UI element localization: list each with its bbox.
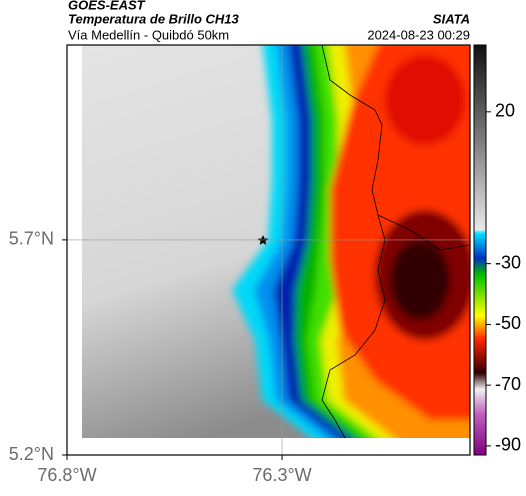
subtitle: Temperatura de Brillo CH13 xyxy=(68,11,240,26)
map-frame xyxy=(66,44,471,456)
y-tick-label: 5.2°N xyxy=(9,444,54,464)
colorbar-tick-label: -50 xyxy=(495,313,521,333)
brightness-field xyxy=(82,45,470,438)
source: SIATA xyxy=(433,11,470,26)
colorbar-tick-label: -90 xyxy=(495,435,521,455)
colorbar xyxy=(473,44,487,456)
temperature-band xyxy=(385,55,465,145)
colorbar-tick-label: 20 xyxy=(495,101,515,121)
temperature-band xyxy=(390,240,450,320)
title: GOES-EAST xyxy=(68,0,146,12)
x-tick-label: 76.8°W xyxy=(37,465,96,485)
colorbar-tick-label: -70 xyxy=(495,374,521,394)
y-tick-label: 5.7°N xyxy=(9,229,54,249)
colorbar-tick-label: -30 xyxy=(495,252,521,272)
location: Vía Medellín - Quibdó 50km xyxy=(68,27,229,42)
x-tick-label: 76.3°W xyxy=(252,465,311,485)
timestamp: 2024-08-23 00:29 xyxy=(367,27,470,42)
